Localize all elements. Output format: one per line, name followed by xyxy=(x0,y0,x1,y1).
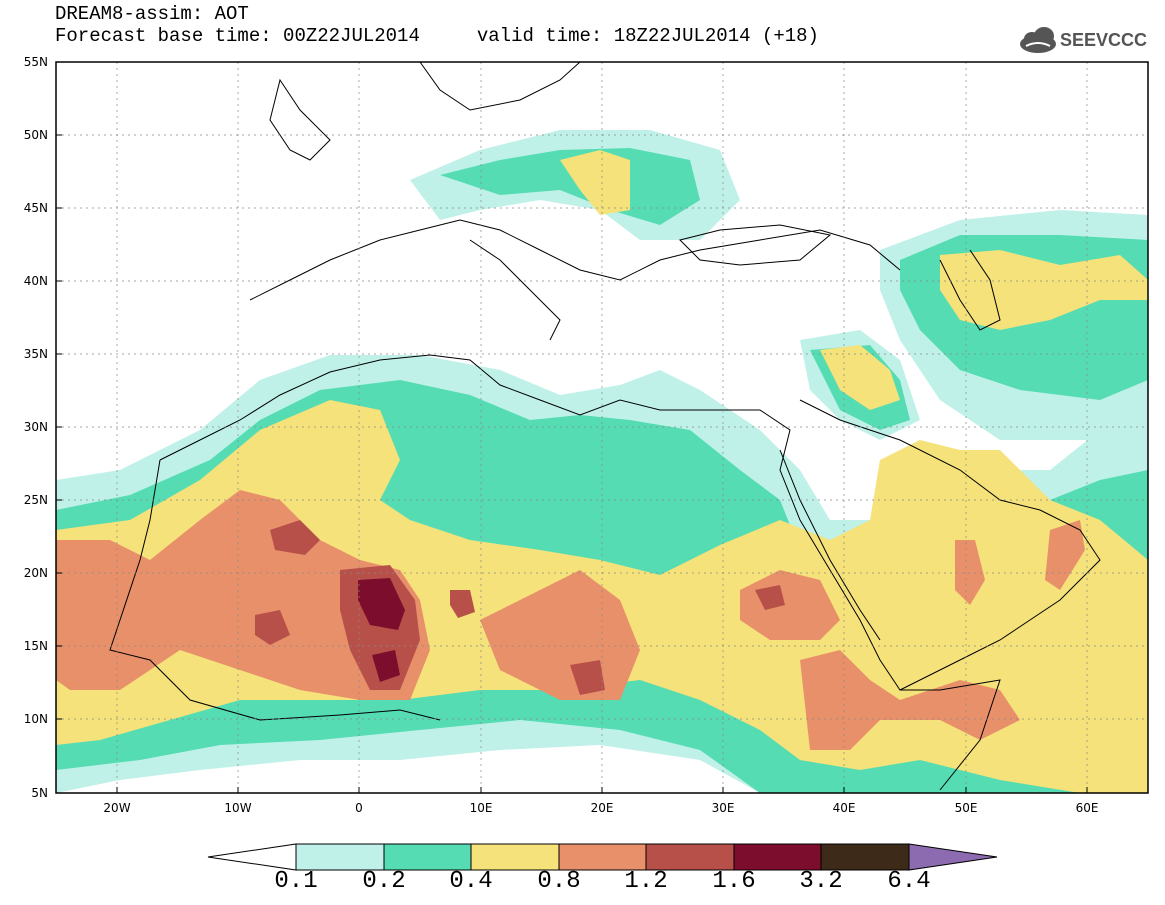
lon-label: 10W xyxy=(224,801,251,815)
lat-label: 30N xyxy=(24,420,48,434)
lon-label: 0 xyxy=(355,801,363,815)
axis-ticks xyxy=(56,61,1088,794)
chart-title: DREAM8-assim: AOT xyxy=(55,3,249,25)
coastline-uk xyxy=(269,78,331,161)
aot-band-0.8 xyxy=(56,490,430,700)
aot-band-0.8c xyxy=(740,570,840,640)
coastline-italy xyxy=(469,239,561,341)
aot-band-1.2 xyxy=(270,520,320,555)
lon-labels: 20W 10W 0 10E 20E 30E 40E 50E 60E xyxy=(103,801,1098,815)
aot-band-0.8d xyxy=(800,650,1020,750)
lat-label: 5N xyxy=(31,786,48,800)
lat-label: 40N xyxy=(24,274,48,288)
aot-band-0.4c xyxy=(940,250,1148,330)
lon-label: 60E xyxy=(1076,801,1099,815)
aot-band-0.4d xyxy=(820,345,900,410)
lon-label: 40E xyxy=(833,801,856,815)
colorbar-high-arrow xyxy=(908,843,998,871)
lat-label: 15N xyxy=(24,639,48,653)
colorbar-swatch xyxy=(733,843,822,871)
colorbar-label: 1.2 xyxy=(624,868,668,895)
cloud-icon xyxy=(1020,27,1056,53)
aot-band-0.2b xyxy=(440,148,700,225)
aot-band-1.2f xyxy=(755,585,785,610)
gridlines xyxy=(56,62,1148,793)
aot-band-0.4b xyxy=(560,150,630,215)
forecast-time-subtitle: Forecast base time: 00Z22JUL2014 valid t… xyxy=(55,25,819,47)
lat-label: 25N xyxy=(24,493,48,507)
coastline-africa xyxy=(159,354,1001,791)
aot-band-0.8e xyxy=(955,540,985,605)
colorbar-label: 1.6 xyxy=(712,868,756,895)
lon-label: 50E xyxy=(955,801,978,815)
logo-text: SEEVCCC xyxy=(1060,30,1148,50)
coastline-europe xyxy=(249,219,901,301)
colorbar-swatch xyxy=(383,843,472,871)
colorbar-label: 3.2 xyxy=(799,868,843,895)
colorbar-label: 0.1 xyxy=(274,868,318,895)
colorbar-label: 0.2 xyxy=(362,868,406,895)
coastline-red-sea xyxy=(779,449,881,641)
lat-label: 35N xyxy=(24,347,48,361)
colorbar-swatch xyxy=(820,843,910,871)
coastline-scandinavia xyxy=(419,62,581,111)
colorbar-swatch xyxy=(645,843,735,871)
colorbar-swatch xyxy=(470,843,560,871)
colorbar-swatch xyxy=(295,843,385,871)
aot-band-1.6 xyxy=(358,578,405,630)
lon-label: 30E xyxy=(712,801,735,815)
colorbar-swatch xyxy=(558,843,647,871)
lon-label: 10E xyxy=(470,801,493,815)
aot-band-0.8f xyxy=(1045,520,1085,590)
colorbar-label: 0.8 xyxy=(537,868,581,895)
coastline-black-sea xyxy=(679,224,832,266)
lat-label: 45N xyxy=(24,201,48,215)
lat-label: 50N xyxy=(24,128,48,142)
colorbar-low-arrow xyxy=(207,843,297,871)
coastlines xyxy=(109,62,1101,791)
aot-band-1.2d xyxy=(450,590,475,618)
aot-band-1.2e xyxy=(570,660,605,695)
colorbar-label: 6.4 xyxy=(887,868,931,895)
colorbar-label: 0.4 xyxy=(449,868,493,895)
colorbar xyxy=(207,843,998,871)
lon-label: 20E xyxy=(591,801,614,815)
aot-band-1.6b xyxy=(372,650,400,682)
lon-label: 20W xyxy=(103,801,130,815)
coastline-arabia xyxy=(799,399,1101,691)
lat-label: 10N xyxy=(24,712,48,726)
lat-label: 20N xyxy=(24,566,48,580)
coastline-west-africa xyxy=(109,459,441,721)
coastline-caspian xyxy=(939,249,1001,331)
lat-labels: 55N 50N 45N 40N 35N 30N 25N 20N 15N 10N … xyxy=(24,55,48,800)
aot-band-1.2b xyxy=(255,610,290,645)
lat-label: 55N xyxy=(24,55,48,69)
